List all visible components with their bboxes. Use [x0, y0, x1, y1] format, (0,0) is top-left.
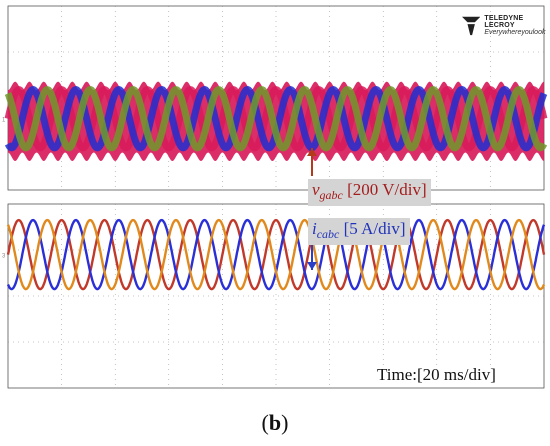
voltage-scale: [200 V/div]	[347, 180, 427, 199]
current-scale: [5 A/div]	[343, 219, 406, 238]
current-label: icabc [5 A/div]	[308, 218, 410, 245]
voltage-panel: 1	[2, 5, 548, 191]
current-symbol: i	[312, 219, 317, 238]
annotation-arrows	[307, 148, 317, 270]
lecroy-mark-icon	[462, 16, 481, 36]
caption-letter: b	[268, 410, 282, 435]
time-scale-label: Time:[20 ms/div]	[374, 365, 499, 385]
logo-tagline: Everywhereyoulook	[484, 28, 546, 36]
voltage-label: vgabc [200 V/div]	[308, 179, 431, 206]
caption-open: (	[261, 410, 269, 435]
voltage-trace-phase-c	[4, 86, 548, 152]
current-trace-phase-c	[6, 218, 546, 291]
figure-caption: (b)	[0, 410, 550, 436]
ground-marker: 3	[2, 254, 6, 260]
current-panel: 3	[2, 203, 546, 389]
caption-close: )	[281, 410, 289, 435]
ground-marker: 1	[2, 118, 6, 124]
current-subscript: cabc	[316, 227, 340, 241]
logo-brand: TELEDYNE LECROY	[484, 14, 524, 29]
voltage-arrow-head	[307, 148, 317, 156]
voltage-symbol: v	[312, 180, 320, 199]
current-arrow-head	[307, 262, 317, 270]
voltage-subscript: gabc	[319, 188, 343, 202]
teledyne-lecroy-logo: TELEDYNE LECROY Everywhereyoulook	[462, 14, 550, 36]
